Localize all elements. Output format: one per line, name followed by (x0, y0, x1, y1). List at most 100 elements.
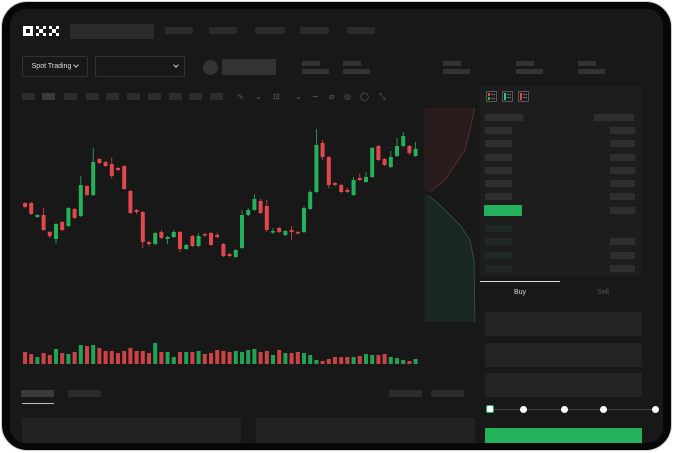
indicator-icon[interactable]: ∿ (237, 92, 244, 101)
volume-bar (209, 353, 213, 364)
timeframe-button[interactable] (127, 93, 140, 100)
candle (277, 227, 282, 233)
candle (221, 243, 226, 257)
timeframe-button[interactable] (86, 93, 99, 100)
volume-bar (264, 351, 269, 364)
timeframe-button[interactable] (106, 93, 119, 100)
volume-bar (202, 354, 207, 364)
settings-icon[interactable]: ◯ (360, 92, 369, 101)
chevron-down-icon[interactable]: ⌄ (255, 92, 262, 101)
candle (41, 208, 46, 231)
candle (66, 207, 71, 227)
draw-line-icon[interactable]: ∼ (312, 92, 319, 101)
timeframe-button[interactable] (64, 93, 77, 100)
orderbook-header-amount (594, 114, 634, 121)
buy-submit-button[interactable] (485, 428, 642, 443)
candle (252, 194, 257, 211)
volume-bar (357, 356, 362, 364)
total-input[interactable] (485, 373, 642, 397)
tab-open-orders[interactable] (21, 390, 54, 397)
price-input[interactable] (485, 312, 642, 336)
candle-body (196, 236, 201, 246)
tab-order-history[interactable] (68, 390, 101, 397)
candle (233, 249, 238, 258)
camera-icon[interactable]: ◎ (344, 92, 351, 101)
timeframe-button[interactable] (189, 93, 202, 100)
volume-bar (122, 351, 127, 364)
candle (283, 230, 288, 236)
candle-body (128, 191, 133, 213)
bottom-action[interactable] (389, 390, 422, 397)
volume-bar (252, 349, 257, 364)
candle-body (23, 203, 27, 207)
timeframe-button-active[interactable] (42, 93, 55, 100)
orderbook-amount (610, 252, 635, 259)
candle-body (171, 232, 176, 237)
candle (78, 176, 83, 217)
bottom-action[interactable] (431, 390, 464, 397)
candle-body (264, 206, 269, 230)
candle (47, 231, 52, 238)
volume-bar (302, 353, 306, 364)
fullscreen-icon[interactable]: ⤡ (379, 92, 386, 101)
slider-step-50[interactable] (561, 406, 568, 413)
slider-step-75[interactable] (600, 406, 607, 413)
amount-input[interactable] (485, 343, 642, 367)
pair-dropdown[interactable] (95, 56, 185, 77)
chart-type-icon[interactable]: ⊡ (273, 92, 280, 101)
candle-body (252, 199, 257, 210)
nav-item[interactable] (300, 27, 329, 34)
orderbook-amount (610, 180, 635, 187)
depth-bids-line (427, 194, 476, 323)
nav-item[interactable] (255, 27, 285, 34)
nav-item[interactable] (165, 27, 193, 34)
market-type-dropdown[interactable]: Spot Trading (22, 56, 88, 77)
volume-bar (116, 353, 120, 364)
candle-body (60, 222, 65, 230)
timeframe-button[interactable] (169, 93, 182, 100)
candle-body (357, 178, 362, 180)
orderbook-price (485, 265, 512, 272)
chevron-down-icon[interactable]: ⌄ (295, 92, 302, 101)
candle-body (134, 210, 139, 212)
orderbook-price (485, 154, 512, 161)
orderbook-bids-icon[interactable] (502, 91, 513, 102)
stat-value (443, 69, 470, 74)
slider-step-25[interactable] (520, 406, 527, 413)
bottom-card (256, 418, 475, 443)
tab-buy[interactable]: Buy (513, 289, 527, 296)
header-search-bar[interactable] (70, 24, 154, 39)
slider-step-100[interactable] (652, 406, 659, 413)
okx-logo (23, 26, 59, 36)
tab-active-underline (22, 403, 54, 404)
tab-sell[interactable]: Sell (597, 289, 609, 296)
volume-bar (277, 350, 282, 364)
candle (91, 148, 96, 196)
candle-body (140, 212, 145, 242)
orderbook-asks-icon[interactable] (518, 91, 529, 102)
candle-body (215, 235, 220, 237)
pencil-icon[interactable]: ⧄ (328, 92, 335, 101)
orderbook-both-icon[interactable] (486, 91, 497, 102)
volume-bar (233, 351, 238, 364)
orderbook-amount (610, 265, 635, 272)
timeframe-button[interactable] (210, 93, 223, 100)
nav-item[interactable] (347, 27, 375, 34)
timeframe-button[interactable] (148, 93, 161, 100)
percent-slider-handle[interactable] (486, 405, 494, 413)
candle-body (302, 208, 306, 232)
orderbook-amount (610, 140, 635, 147)
percent-slider-track[interactable] (490, 409, 656, 410)
timeframe-button[interactable] (22, 93, 35, 100)
candle (23, 202, 27, 208)
volume-bar (196, 351, 201, 364)
candle-body (240, 215, 244, 248)
volume-bar (333, 357, 337, 364)
candle-body (413, 149, 418, 156)
candle (85, 185, 89, 196)
candle (165, 236, 170, 244)
nav-item[interactable] (209, 27, 237, 34)
candle-body (395, 146, 399, 156)
candle-body (109, 164, 114, 176)
